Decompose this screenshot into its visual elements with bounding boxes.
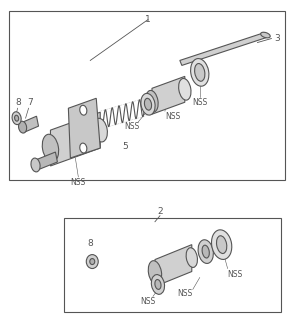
Ellipse shape [15,115,19,121]
Text: NSS: NSS [124,122,140,131]
Ellipse shape [80,143,87,153]
Ellipse shape [155,280,161,289]
Ellipse shape [90,259,95,265]
Ellipse shape [42,134,59,162]
Ellipse shape [191,59,209,86]
Text: 3: 3 [274,34,280,43]
Bar [64,218,281,312]
Polygon shape [155,244,192,286]
Text: 8: 8 [16,98,21,107]
Text: 7: 7 [28,98,34,107]
Text: 8: 8 [87,239,93,248]
Ellipse shape [198,240,213,263]
Polygon shape [69,98,100,158]
Polygon shape [36,152,57,170]
Ellipse shape [80,105,87,115]
Ellipse shape [93,118,107,142]
Ellipse shape [179,78,191,100]
Ellipse shape [186,248,198,268]
Text: NSS: NSS [192,98,207,107]
Text: NSS: NSS [140,297,156,307]
Ellipse shape [19,121,27,133]
Ellipse shape [202,245,209,258]
Ellipse shape [86,255,98,268]
Ellipse shape [151,275,165,294]
Bar [9,11,285,180]
Text: NSS: NSS [165,112,180,121]
Ellipse shape [144,98,152,110]
Ellipse shape [211,230,232,260]
Ellipse shape [141,93,155,115]
Text: NSS: NSS [177,289,193,299]
Text: NSS: NSS [71,178,86,187]
Polygon shape [180,33,266,65]
Ellipse shape [261,32,270,38]
Polygon shape [23,116,39,132]
Ellipse shape [146,91,158,112]
Text: 1: 1 [145,15,151,24]
Ellipse shape [195,63,205,81]
Text: 5: 5 [122,142,128,151]
Polygon shape [51,112,100,166]
Ellipse shape [148,261,162,284]
Polygon shape [152,76,185,114]
Text: 2: 2 [157,207,163,216]
Ellipse shape [12,112,21,124]
Ellipse shape [31,158,40,172]
Ellipse shape [216,236,227,253]
Text: NSS: NSS [228,269,243,278]
